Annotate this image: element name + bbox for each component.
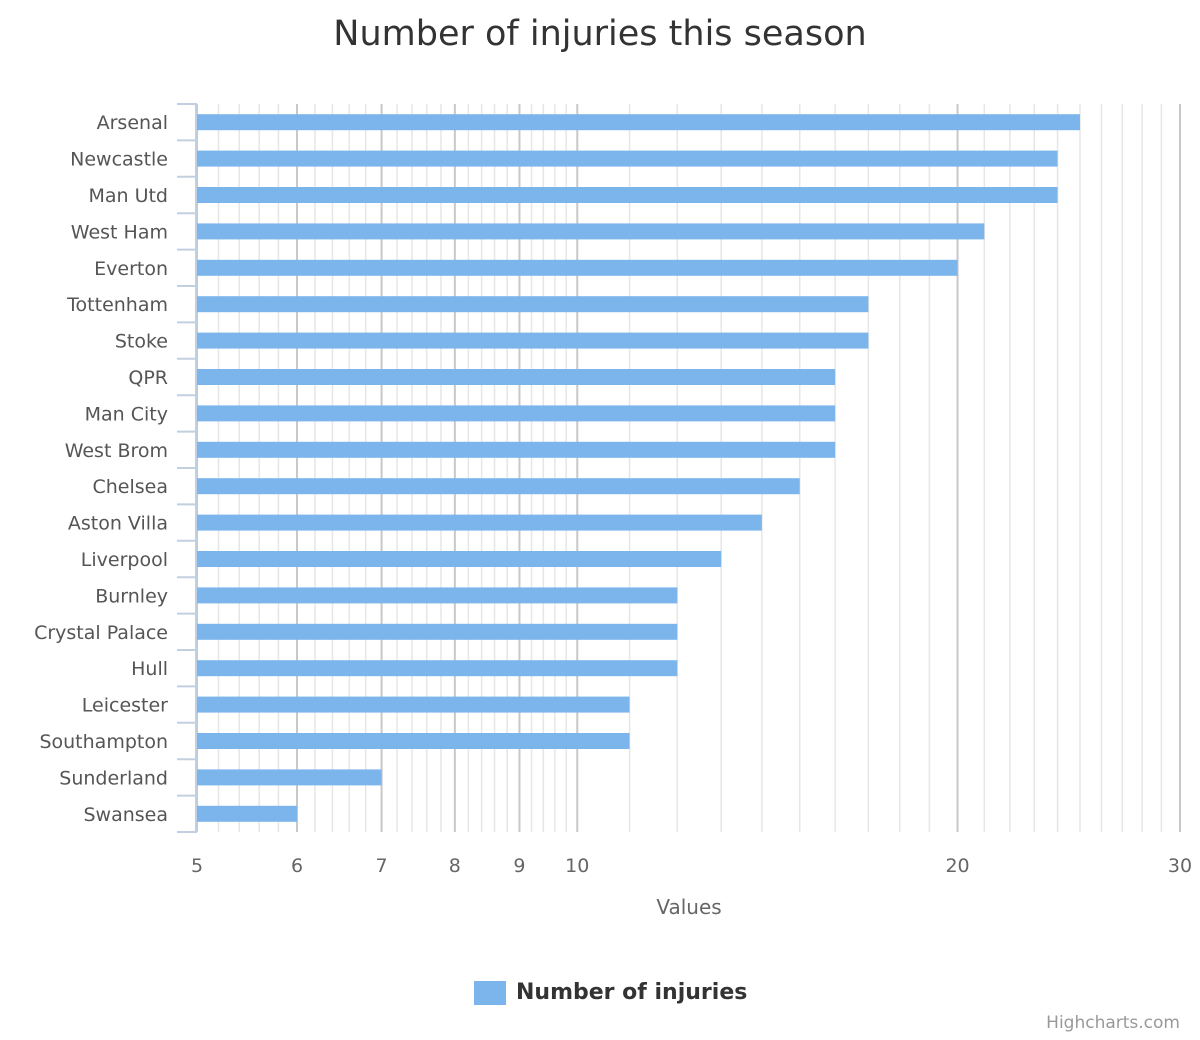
y-tick-label: Man Utd xyxy=(88,185,168,207)
y-tick-label: Liverpool xyxy=(81,549,168,571)
bar[interactable] xyxy=(197,587,678,604)
y-tick-label: Burnley xyxy=(95,585,168,607)
y-tick-label: Sunderland xyxy=(59,767,168,789)
bar[interactable] xyxy=(197,478,800,495)
bar[interactable] xyxy=(197,405,836,422)
x-tick-label: 8 xyxy=(449,855,461,877)
legend-label: Number of injuries xyxy=(516,980,748,1005)
x-tick-label: 6 xyxy=(291,855,303,877)
bar[interactable] xyxy=(197,369,836,385)
y-tick-label: Everton xyxy=(94,258,168,280)
y-tick-label: Aston Villa xyxy=(68,513,168,535)
bar[interactable] xyxy=(197,223,985,240)
bar[interactable] xyxy=(197,187,1058,203)
bar[interactable] xyxy=(197,805,298,822)
y-tick-label: Hull xyxy=(131,658,168,680)
x-tick-label: 7 xyxy=(376,855,388,877)
bar[interactable] xyxy=(197,733,630,749)
y-tick-label: Southampton xyxy=(39,731,168,753)
bar[interactable] xyxy=(197,696,630,713)
y-tick-label: Swansea xyxy=(83,804,168,826)
y-tick-label: Man City xyxy=(85,403,168,425)
y-tick-label: Stoke xyxy=(115,331,168,353)
x-tick-label: 9 xyxy=(513,855,525,877)
credits-link[interactable]: Highcharts.com xyxy=(1046,1013,1180,1033)
bar[interactable] xyxy=(197,332,869,349)
bar[interactable] xyxy=(197,259,958,276)
x-tick-label: 30 xyxy=(1168,855,1192,877)
y-tick-label: Leicester xyxy=(82,695,168,717)
y-tick-label: Newcastle xyxy=(70,149,168,171)
legend-swatch xyxy=(474,980,506,1005)
legend-item[interactable]: Number of injuries xyxy=(474,980,747,1005)
y-tick-label: QPR xyxy=(128,367,168,389)
y-tick-label: Crystal Palace xyxy=(34,622,168,644)
bar[interactable] xyxy=(197,551,722,567)
y-tick-label: Tottenham xyxy=(66,294,168,316)
bar[interactable] xyxy=(197,150,1058,167)
x-tick-label: 5 xyxy=(191,855,203,877)
bar[interactable] xyxy=(197,514,762,531)
bar[interactable] xyxy=(197,296,869,313)
x-tick-label: 10 xyxy=(565,855,589,877)
bar[interactable] xyxy=(197,769,382,786)
y-tick-label: West Brom xyxy=(65,440,168,462)
bar[interactable] xyxy=(197,623,678,640)
chart-title: Number of injuries this season xyxy=(333,14,867,54)
x-axis-label: Values xyxy=(656,895,722,919)
y-tick-label: Chelsea xyxy=(92,476,168,498)
bar[interactable] xyxy=(197,660,678,677)
bar[interactable] xyxy=(197,441,836,458)
bar[interactable] xyxy=(197,114,1080,131)
x-tick-label: 20 xyxy=(945,855,969,877)
y-tick-label: Arsenal xyxy=(97,112,168,134)
y-tick-label: West Ham xyxy=(71,221,168,243)
